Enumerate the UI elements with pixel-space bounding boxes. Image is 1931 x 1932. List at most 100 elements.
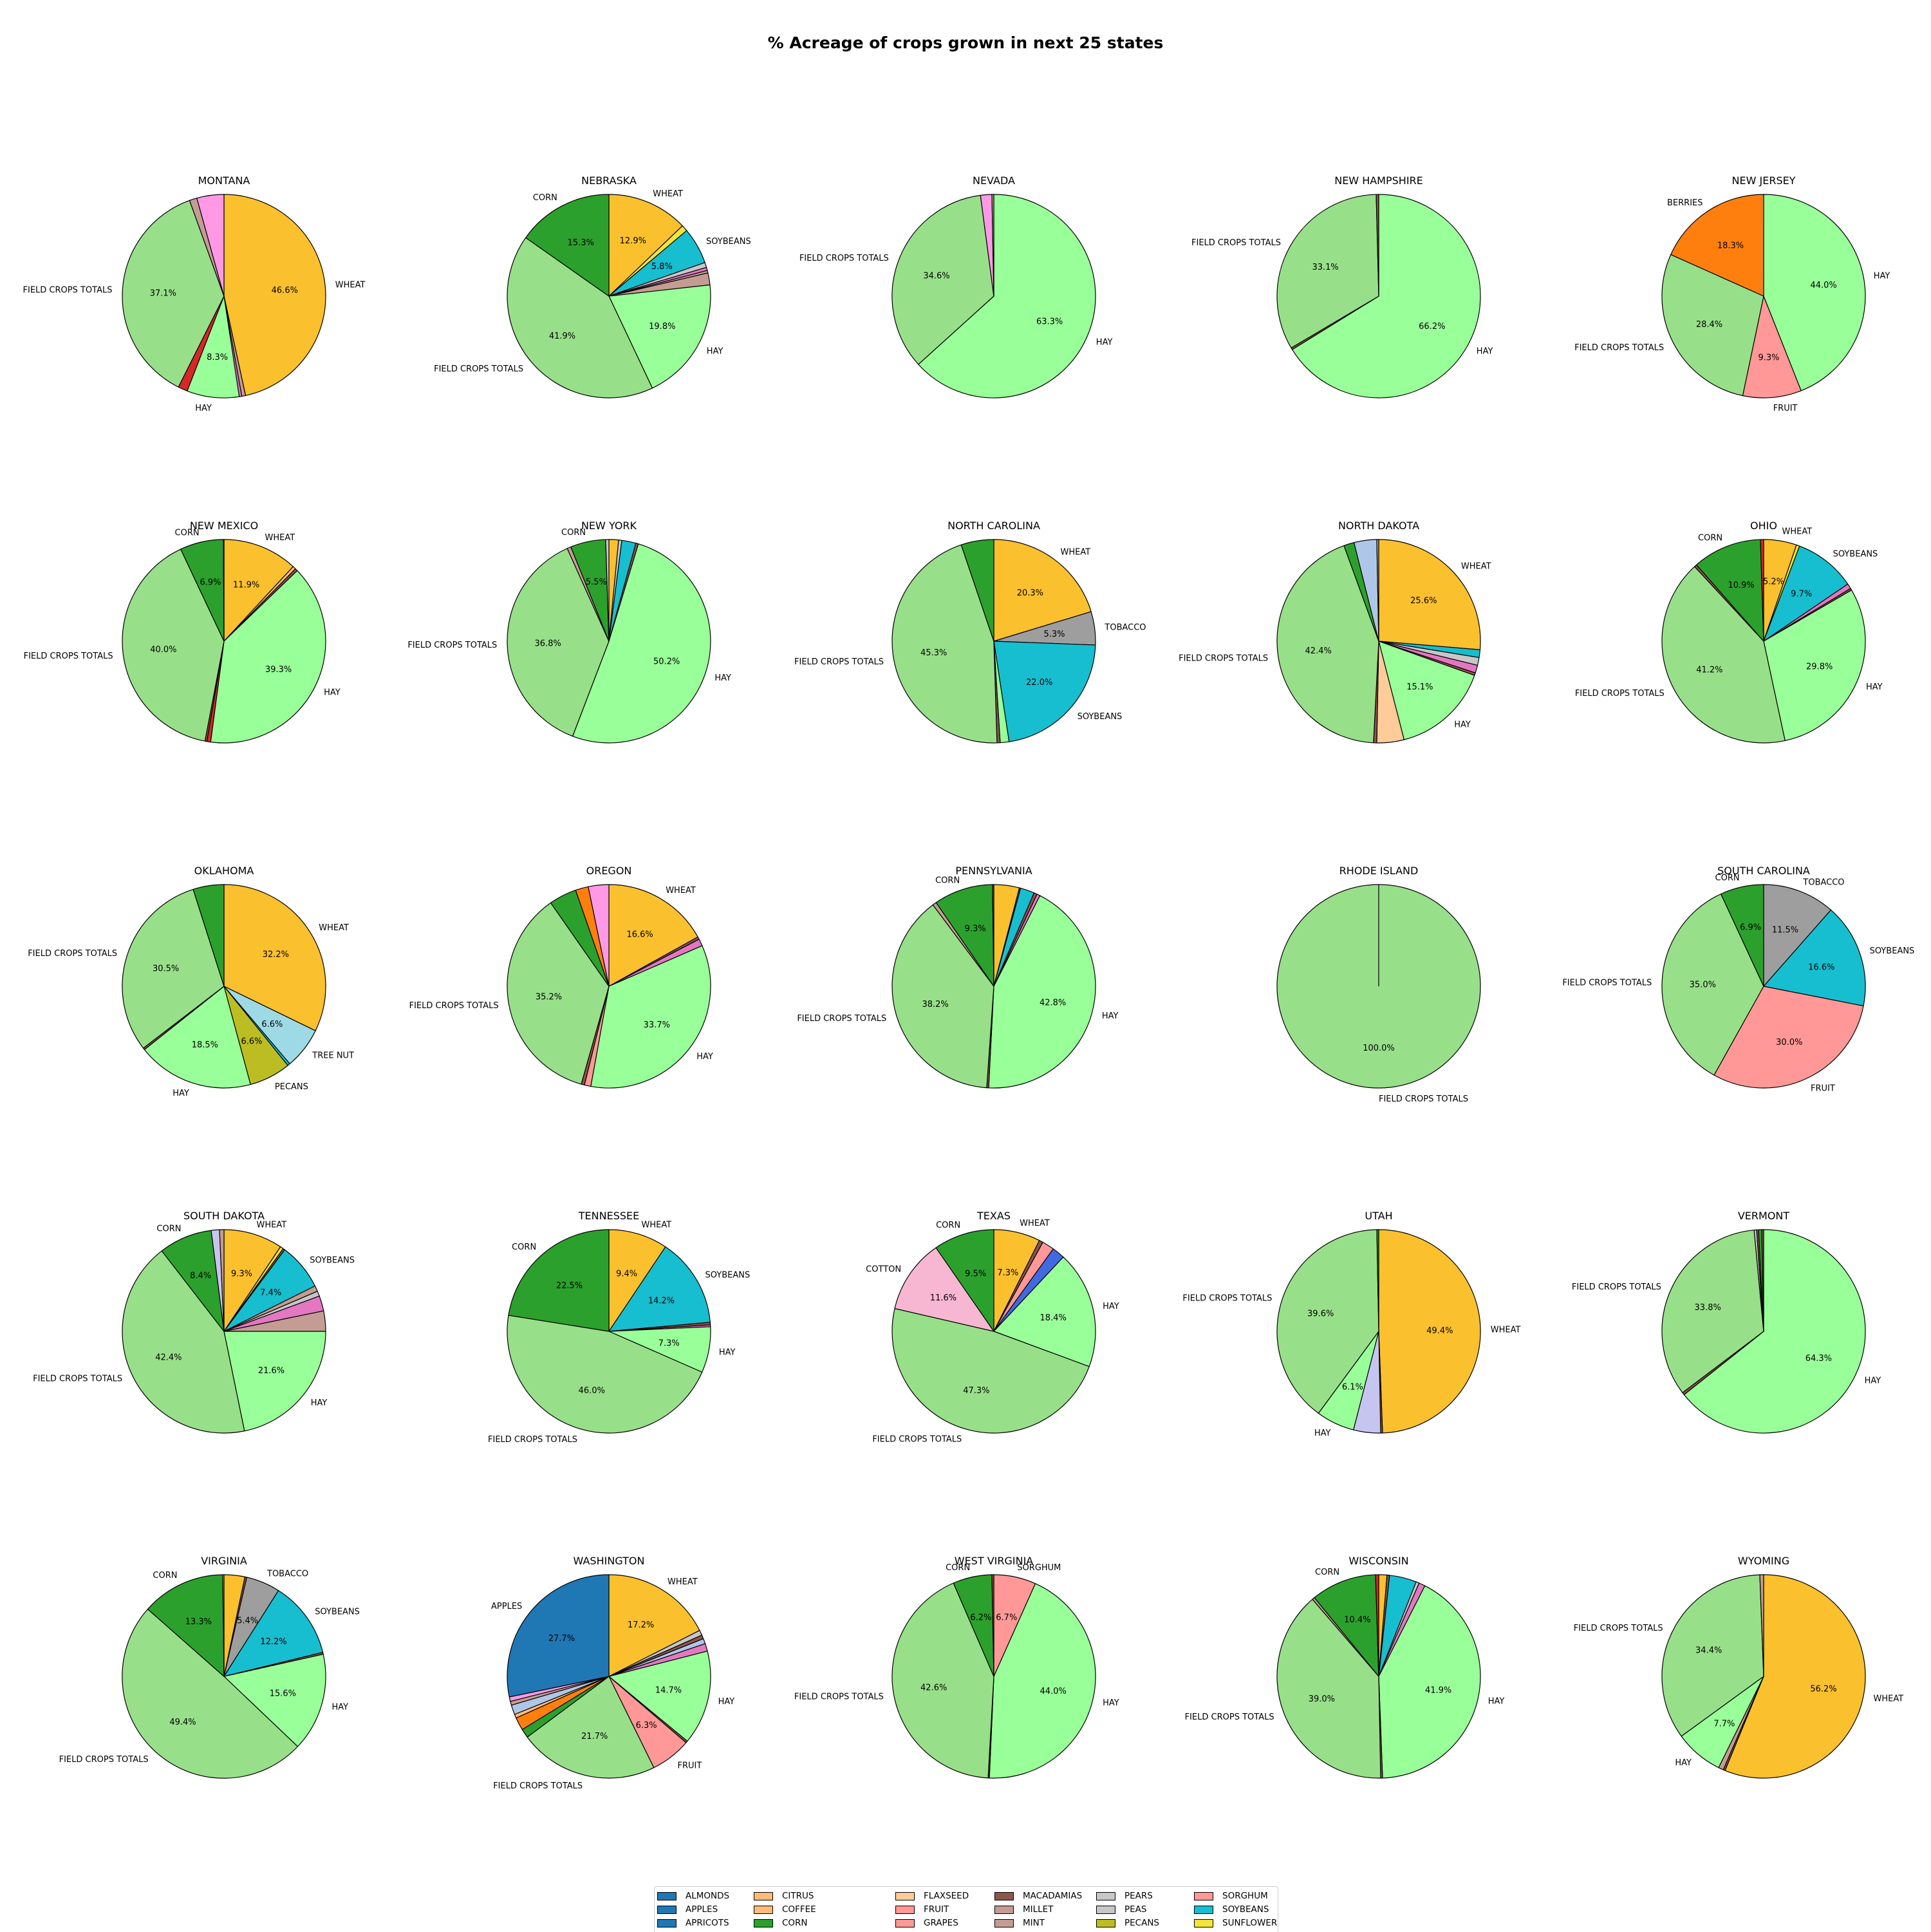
pie-slice-label: HAY: [173, 1089, 189, 1098]
pie-pct-label: 6.7%: [996, 1613, 1017, 1622]
pie-title: OKLAHOMA: [194, 865, 254, 877]
pie-slice-label: FIELD CROPS TOTALS: [434, 364, 523, 374]
legend-item: CORN: [754, 1917, 808, 1929]
pie-slice-label: FIELD CROPS TOTALS: [1182, 1293, 1272, 1303]
pie-slice-field-crops-totals: [1661, 254, 1764, 397]
pie-slice-field-crops-totals: [507, 1315, 703, 1434]
pie-slice-label: CORN: [1715, 873, 1740, 883]
pie-slice-label: CORN: [156, 1224, 181, 1233]
pie-pct-label: 30.5%: [153, 964, 179, 974]
pie-slice-label: SOYBEANS: [1870, 946, 1915, 956]
pie-slice-label: FIELD CROPS TOTALS: [797, 1014, 886, 1024]
pie-pct-label: 44.0%: [1810, 281, 1836, 290]
pie-pct-label: 16.6%: [626, 930, 653, 939]
pie-slice-field-crops-totals: [507, 237, 653, 399]
pie-slice-label: SOYBEANS: [1077, 712, 1123, 722]
pie-slice-label: WHEAT: [1020, 1219, 1050, 1228]
pie-slice-fruit: [1742, 295, 1802, 399]
pie-slice-wheat: [1378, 539, 1481, 650]
pie-vermont: VERMONT 64.3% HAY 33.8% FIELD CROPS TOTALS: [1572, 1210, 1881, 1434]
pie-slice-field-crops-totals: [891, 194, 994, 365]
pie-nevada: NEVADA 63.3% HAY 34.6% FIELD CROPS TOTALS: [799, 174, 1112, 399]
pie-pct-label: 34.6%: [923, 271, 949, 281]
legend-item: MINT: [994, 1917, 1045, 1929]
legend-item: SORGHUM: [1194, 1890, 1268, 1902]
pie-pct-label: 56.2%: [1810, 1684, 1836, 1694]
pie-slice-label: HAY: [1454, 720, 1471, 729]
legend-swatch: [754, 1918, 773, 1927]
pie-pct-label: 41.9%: [1425, 1685, 1451, 1695]
pie-slice-oats: [219, 1229, 225, 1332]
pie-slice-oats: [991, 194, 994, 297]
pie-pct-label: 7.4%: [260, 1288, 281, 1298]
pie-slice-field-crops-totals: [1276, 1229, 1379, 1414]
legend-label: FRUIT: [924, 1904, 949, 1915]
pie-pct-label: 6.2%: [970, 1613, 991, 1622]
pie-title: NEW JERSEY: [1732, 174, 1796, 187]
pie-pct-label: 9.3%: [1758, 353, 1779, 363]
pie-pct-label: 8.4%: [190, 1271, 211, 1280]
pie-title: OHIO: [1750, 520, 1777, 532]
pie-slice-corn: [525, 194, 610, 297]
pie-slice-label: FIELD CROPS TOTALS: [409, 1001, 499, 1011]
pie-slice-label: HAY: [1874, 271, 1890, 281]
pie-slice-wheat: [223, 884, 326, 1031]
pie-slice-label: FIELD CROPS TOTALS: [872, 1435, 962, 1445]
pie-pct-label: 20.3%: [1017, 588, 1043, 598]
pie-slice-label: WHEAT: [666, 886, 696, 896]
pie-slice-corn: [1314, 1574, 1379, 1677]
legend-label: GRAPES: [924, 1918, 958, 1928]
pie-pct-label: 47.3%: [963, 1386, 989, 1396]
pie-slice-label: CORN: [1698, 533, 1722, 543]
pie-pct-label: 15.3%: [568, 238, 594, 248]
pie-title: TENNESSEE: [578, 1210, 639, 1222]
pie-title: NEW YORK: [581, 520, 637, 532]
legend-label: PEARS: [1124, 1891, 1153, 1901]
pie-slice-label: HAY: [1865, 1376, 1881, 1386]
pie-title: VIRGINIA: [201, 1555, 247, 1567]
pie-slice-hay: [993, 1257, 1096, 1367]
pie-south-carolina: SOUTH CAROLINA 11.5% TOBACCO 16.6% SOYBEANS 3…: [1562, 865, 1914, 1094]
pie-slice-hay: [1683, 1229, 1866, 1434]
pie-pct-label: 5.8%: [651, 262, 673, 272]
pie-pennsylvania: PENNSYLVANIA 42.8% HAY 38.2% FIELD CROPS TOT…: [797, 865, 1119, 1089]
pie-slice-field-crops-totals: [1661, 1230, 1764, 1393]
pie-slice-label: HAY: [696, 1052, 713, 1062]
legend-item: ALMONDS: [657, 1890, 729, 1902]
legend-label: SOYBEANS: [1222, 1904, 1269, 1915]
pie-nebraska: NEBRASKA 12.9% WHEAT 5.8% SOYBEANS 19.8% HAY 41…: [434, 174, 751, 399]
pie-slice-label: HAY: [1675, 1758, 1692, 1768]
pie-slice-label: WHEAT: [257, 1221, 287, 1230]
pie-pct-label: 28.4%: [1696, 320, 1722, 330]
pie-title: SOUTH CAROLINA: [1717, 865, 1810, 877]
legend-swatch: [1096, 1905, 1115, 1914]
pie-slice-apples: [507, 1574, 610, 1698]
pie-slice-hay: [608, 284, 711, 389]
legend-label: SUNFLOWER: [1222, 1918, 1278, 1928]
pie-virginia: VIRGINIA 5.4% TOBACCO 12.2% SOYBEANS 15.6% HAY…: [59, 1555, 360, 1779]
pie-pct-label: 6.6%: [241, 1037, 262, 1047]
pie-pct-label: 41.2%: [1696, 666, 1722, 675]
pie-pct-label: 11.5%: [1772, 925, 1798, 935]
pie-slice-label: CORN: [533, 193, 557, 203]
pie-slice-field-crops-totals: [507, 548, 610, 737]
pie-pct-label: 40.0%: [150, 645, 176, 655]
pie-pct-label: 9.4%: [616, 1269, 637, 1279]
legend-item: MILLET: [994, 1903, 1053, 1916]
pie-pct-label: 22.0%: [1026, 678, 1052, 688]
pie-pct-label: 35.0%: [1690, 980, 1716, 989]
pie-pct-label: 5.2%: [1763, 577, 1784, 587]
pie-pct-label: 7.3%: [658, 1338, 680, 1348]
pie-pct-label: 5.4%: [237, 1617, 258, 1626]
pie-title: UTAH: [1365, 1210, 1392, 1222]
pie-slice-label: CORN: [153, 1571, 177, 1580]
legend-label: ALMONDS: [686, 1891, 730, 1901]
pie-slice-label: TOBACCO: [1802, 877, 1844, 887]
pie-slice-label: HAY: [1477, 347, 1493, 357]
pie-pct-label: 14.2%: [648, 1297, 675, 1306]
pie-pct-label: 38.2%: [922, 1000, 948, 1009]
legend-swatch: [994, 1918, 1014, 1927]
pie-north-carolina: NORTH CAROLINA 20.3% WHEAT 5.3% TOBACCO 22.0%…: [794, 520, 1146, 744]
pie-pct-label: 21.6%: [258, 1366, 285, 1376]
pie-slice-label: FIELD CROPS TOTALS: [407, 641, 497, 650]
